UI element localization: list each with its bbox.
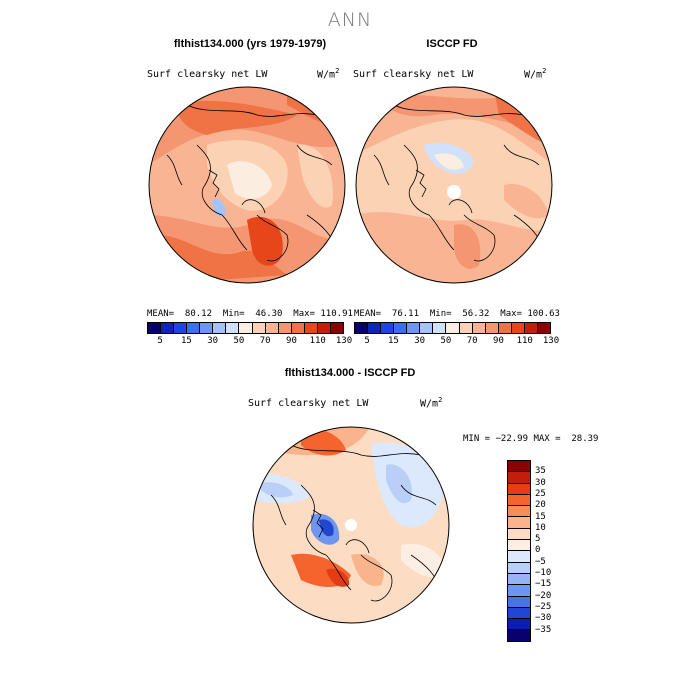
colorbar-swatch — [265, 323, 279, 333]
colorbar-swatch — [304, 323, 318, 333]
colorbar-tick-label: 50 — [440, 336, 452, 346]
colorbar-tick-label: 50 — [233, 336, 245, 346]
colorbar-swatch — [278, 323, 292, 333]
colorbar-swatch — [508, 540, 530, 552]
colorbar-tick-label: 110 — [516, 336, 533, 346]
colorbar-swatch — [508, 619, 530, 631]
colorbar-swatch — [472, 323, 486, 333]
panel2-variable: Surf clearsky net LW — [353, 69, 474, 80]
panel1-units: W/m2 — [317, 67, 340, 81]
colorbar-swatch — [368, 323, 382, 333]
colorbar-swatch — [446, 323, 460, 333]
colorbar-swatch — [508, 472, 530, 484]
colorbar-swatch — [239, 323, 253, 333]
colorbar-swatch — [459, 323, 473, 333]
colorbar-tick-label: −5 — [535, 556, 546, 567]
colorbar-tick-label: 70 — [466, 336, 478, 346]
colorbar-swatch — [508, 551, 530, 563]
colorbar-swatch — [420, 323, 434, 333]
colorbar-swatch — [187, 323, 201, 333]
colorbar-swatch — [381, 323, 395, 333]
panel3-stats: MIN = −22.99 MAX = 28.39 — [463, 434, 599, 444]
colorbar-tick-label: −25 — [535, 601, 552, 612]
panel1-stats: MEAN= 80.12 Min= 46.30 Max= 110.91 — [147, 309, 353, 319]
colorbar-swatch — [355, 323, 369, 333]
colorbar-swatch — [508, 630, 530, 641]
colorbar-swatch — [508, 528, 530, 541]
colorbar-tick-label: 5 — [535, 534, 541, 545]
colorbar-swatch — [200, 323, 214, 333]
panel3-variable: Surf clearsky net LW — [248, 398, 369, 409]
panel1-colorbar — [147, 322, 344, 334]
panel3-units: W/m2 — [420, 396, 443, 410]
colorbar-swatch — [317, 323, 331, 333]
colorbar-swatch — [508, 585, 530, 597]
colorbar-tick-label: 30 — [535, 477, 546, 488]
colorbar-swatch — [407, 323, 421, 333]
colorbar-tick-label: 30 — [207, 336, 219, 346]
colorbar-tick-label: 130 — [335, 336, 353, 346]
colorbar-swatch — [148, 323, 162, 333]
panel2-title: ISCCP FD — [426, 38, 478, 50]
colorbar-swatch — [252, 323, 266, 333]
colorbar-swatch — [485, 323, 499, 333]
colorbar-tick-label: 35 — [535, 466, 546, 477]
colorbar-tick-label: 130 — [542, 336, 560, 346]
colorbar-tick-label: −30 — [535, 613, 552, 624]
colorbar-tick-label: 90 — [493, 336, 504, 346]
colorbar-swatch — [508, 517, 530, 529]
colorbar-tick-label: 15 — [535, 511, 546, 522]
colorbar-swatch — [524, 323, 538, 333]
colorbar-tick-label: −15 — [535, 579, 552, 590]
colorbar-swatch — [508, 461, 530, 473]
colorbar-tick-label: −20 — [535, 590, 552, 601]
colorbar-swatch — [508, 494, 530, 507]
colorbar-tick-label: 10 — [535, 522, 546, 533]
panel1-title: flthist134.000 (yrs 1979-1979) — [173, 38, 327, 50]
panel1-map — [147, 85, 347, 285]
panel3-map — [251, 425, 451, 625]
colorbar-tick-label: 90 — [286, 336, 297, 346]
colorbar-swatch — [213, 323, 227, 333]
panel2-colorbar-ticks: 5 15 30 50 70 90 110 130 — [354, 336, 559, 348]
colorbar-tick-label: 0 — [535, 545, 541, 556]
colorbar-swatch — [508, 573, 530, 586]
colorbar-tick-label: 25 — [535, 488, 546, 499]
colorbar-tick-label: −10 — [535, 568, 552, 578]
colorbar-tick-label: 15 — [387, 336, 399, 346]
panel2-stats: MEAN= 76.11 Min= 56.32 Max= 100.63 — [354, 309, 560, 319]
colorbar-swatch — [537, 323, 550, 333]
colorbar-tick-label: 5 — [364, 336, 370, 346]
panel1-colorbar-ticks: 5 15 30 50 70 90 110 130 — [147, 336, 352, 348]
colorbar-swatch — [508, 607, 530, 620]
colorbar-swatch — [508, 562, 530, 574]
colorbar-swatch — [498, 323, 512, 333]
colorbar-tick-label: 15 — [180, 336, 192, 346]
colorbar-swatch — [508, 596, 530, 608]
panel3-colorbar — [507, 460, 531, 642]
panel3-title: flthist134.000 - ISCCP FD — [284, 367, 416, 379]
colorbar-swatch — [433, 323, 447, 333]
colorbar-tick-label: 110 — [309, 336, 326, 346]
panel2-map — [354, 85, 554, 285]
colorbar-swatch — [226, 323, 240, 333]
panel2-units: W/m2 — [524, 67, 547, 81]
panel1-variable: Surf clearsky net LW — [147, 69, 268, 80]
colorbar-swatch — [394, 323, 408, 333]
colorbar-swatch — [161, 323, 175, 333]
page-title: ANN — [327, 9, 373, 31]
colorbar-tick-label: 30 — [414, 336, 426, 346]
colorbar-tick-label: 70 — [259, 336, 271, 346]
colorbar-tick-label: 20 — [535, 500, 546, 511]
colorbar-swatch — [291, 323, 305, 333]
colorbar-swatch — [511, 323, 525, 333]
colorbar-tick-label: −35 — [535, 624, 552, 635]
colorbar-tick-label: 5 — [157, 336, 163, 346]
colorbar-swatch — [174, 323, 188, 333]
colorbar-swatch — [508, 483, 530, 495]
colorbar-swatch — [508, 506, 530, 518]
colorbar-swatch — [330, 323, 343, 333]
panel2-colorbar — [354, 322, 551, 334]
